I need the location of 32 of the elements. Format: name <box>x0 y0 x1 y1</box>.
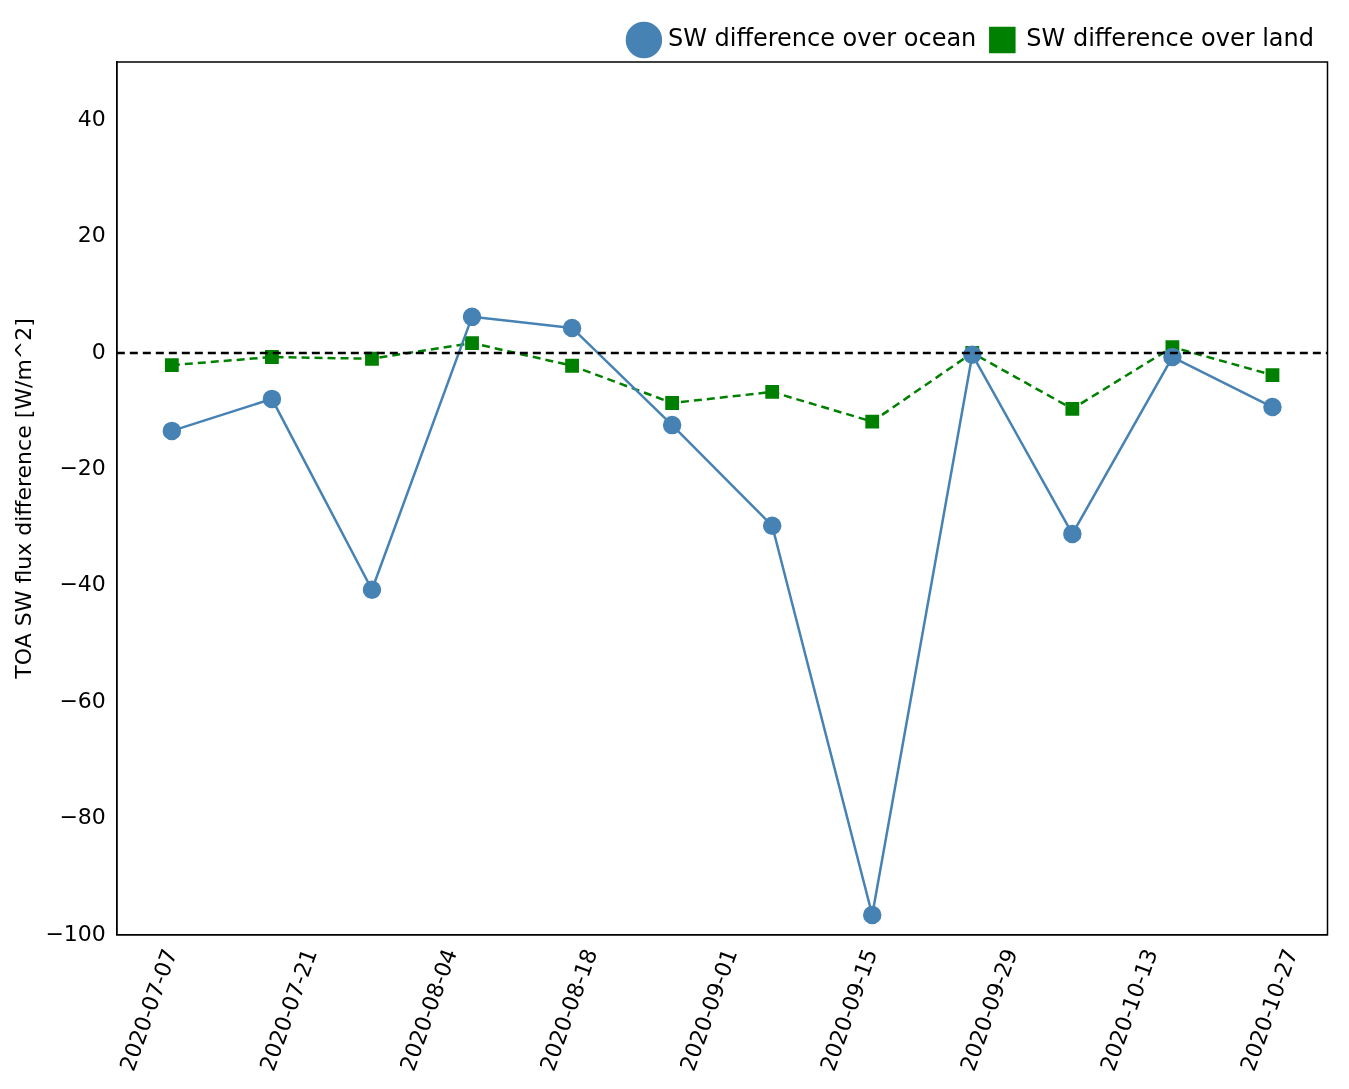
point <box>765 385 780 399</box>
point <box>164 358 179 373</box>
y-tick-label: −40 <box>59 571 106 597</box>
y-tick-label: −100 <box>45 920 106 946</box>
y-tick-label: 20 <box>77 222 106 248</box>
point <box>465 336 479 350</box>
point <box>262 389 282 409</box>
point <box>365 351 379 366</box>
point <box>665 396 680 410</box>
point <box>662 415 682 435</box>
point <box>1063 524 1082 544</box>
legend-label: SW difference over land <box>1026 24 1314 53</box>
y-tick-label: −60 <box>59 687 106 713</box>
point <box>1263 397 1282 417</box>
y-tick-label: −80 <box>59 804 106 830</box>
point <box>1065 401 1080 416</box>
point <box>565 358 579 373</box>
point <box>265 350 279 364</box>
point <box>863 905 882 925</box>
y-tick-label: −20 <box>59 455 106 481</box>
y-axis-title: TOA SW flux difference [W/m^2] <box>10 318 36 680</box>
point <box>562 318 582 338</box>
point <box>1163 347 1182 367</box>
y-tick-label: 0 <box>91 338 106 364</box>
point <box>762 516 782 536</box>
point <box>865 414 880 429</box>
legend-label: SW difference over ocean <box>667 24 977 53</box>
point <box>462 307 482 327</box>
point <box>362 580 382 600</box>
y-tick-label: 40 <box>77 105 106 131</box>
point <box>162 421 182 441</box>
point <box>1265 368 1280 382</box>
